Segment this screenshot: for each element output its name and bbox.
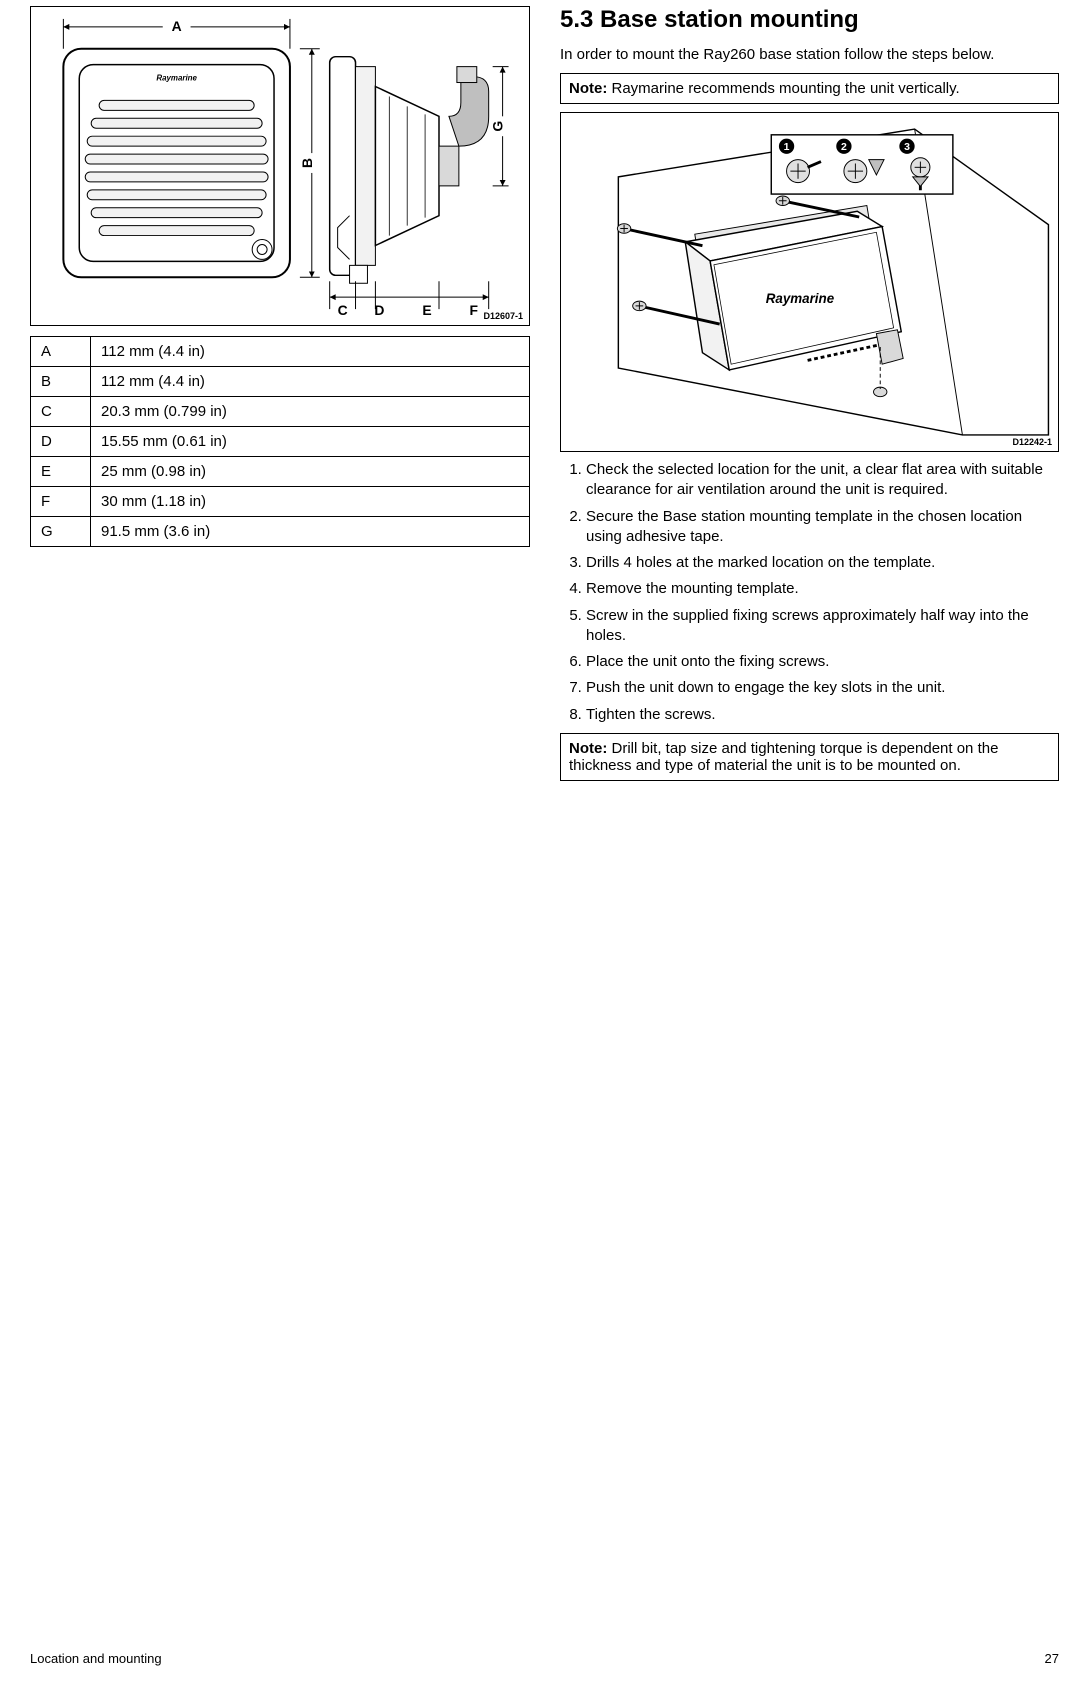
- table-row: C20.3 mm (0.799 in): [31, 397, 530, 427]
- dim-value-cell: 20.3 mm (0.799 in): [91, 397, 530, 427]
- table-row: D15.55 mm (0.61 in): [31, 427, 530, 457]
- side-profile: [330, 57, 489, 284]
- dim-marker-e: E: [422, 302, 431, 318]
- dim-value-cell: 15.55 mm (0.61 in): [91, 427, 530, 457]
- step-item: Remove the mounting template.: [586, 579, 1059, 599]
- footer-page-number: 27: [1045, 1651, 1059, 1666]
- table-row: A112 mm (4.4 in): [31, 337, 530, 367]
- note-label: Note:: [569, 740, 607, 757]
- step-item: Check the selected location for the unit…: [586, 460, 1059, 501]
- brand-label-front: Raymarine: [156, 74, 197, 83]
- dim-label-cell: B: [31, 367, 91, 397]
- dim-label-cell: D: [31, 427, 91, 457]
- dimension-figure: A Raymarine: [30, 6, 530, 326]
- section-heading: 5.3 Base station mounting: [560, 6, 1059, 34]
- mounting-steps: Check the selected location for the unit…: [560, 460, 1059, 725]
- note-label: Note:: [569, 80, 607, 97]
- dim-marker-c: C: [338, 302, 348, 318]
- dim-label-cell: C: [31, 397, 91, 427]
- intro-text: In order to mount the Ray260 base statio…: [560, 46, 1059, 63]
- page-footer: Location and mounting 27: [30, 1651, 1059, 1666]
- note-body: Raymarine recommends mounting the unit v…: [607, 80, 959, 97]
- dim-label-cell: A: [31, 337, 91, 367]
- step-item: Push the unit down to engage the key slo…: [586, 678, 1059, 698]
- dim-value-cell: 30 mm (1.18 in): [91, 487, 530, 517]
- table-row: G91.5 mm (3.6 in): [31, 517, 530, 547]
- dim-marker-g: G: [490, 121, 506, 132]
- note-box-2: Note: Drill bit, tap size and tightening…: [560, 733, 1059, 781]
- dim-value-cell: 91.5 mm (3.6 in): [91, 517, 530, 547]
- mounting-figure: Raymarine 1 2 3: [560, 112, 1059, 452]
- step-item: Place the unit onto the fixing screws.: [586, 652, 1059, 672]
- dim-marker-a: A: [172, 18, 182, 34]
- step-item: Tighten the screws.: [586, 705, 1059, 725]
- table-row: F30 mm (1.18 in): [31, 487, 530, 517]
- svg-text:3: 3: [904, 141, 910, 153]
- dim-value-cell: 112 mm (4.4 in): [91, 367, 530, 397]
- svg-text:2: 2: [841, 141, 847, 153]
- dim-value-cell: 25 mm (0.98 in): [91, 457, 530, 487]
- svg-text:1: 1: [784, 141, 790, 153]
- dim-value-cell: 112 mm (4.4 in): [91, 337, 530, 367]
- dim-marker-d: D: [374, 302, 384, 318]
- table-row: E25 mm (0.98 in): [31, 457, 530, 487]
- brand-label-iso: Raymarine: [766, 291, 835, 306]
- step-item: Drills 4 holes at the marked location on…: [586, 553, 1059, 573]
- footer-section-title: Location and mounting: [30, 1651, 162, 1666]
- dim-marker-f: F: [470, 302, 479, 318]
- speaker-front: Raymarine: [63, 49, 290, 278]
- note-box-1: Note: Raymarine recommends mounting the …: [560, 73, 1059, 104]
- dim-label-cell: G: [31, 517, 91, 547]
- dim-label-cell: E: [31, 457, 91, 487]
- step-item: Screw in the supplied fixing screws appr…: [586, 606, 1059, 647]
- dim-label-cell: F: [31, 487, 91, 517]
- dimensions-table: A112 mm (4.4 in) B112 mm (4.4 in) C20.3 …: [30, 336, 530, 547]
- callout-inset: 1 2 3: [771, 135, 953, 194]
- table-row: B112 mm (4.4 in): [31, 367, 530, 397]
- note-body: Drill bit, tap size and tightening torqu…: [569, 740, 998, 774]
- dim-marker-b: B: [299, 158, 315, 168]
- figure-id-right: D12242-1: [1012, 437, 1052, 447]
- step-item: Secure the Base station mounting templat…: [586, 507, 1059, 548]
- figure-id-left: D12607-1: [483, 311, 523, 321]
